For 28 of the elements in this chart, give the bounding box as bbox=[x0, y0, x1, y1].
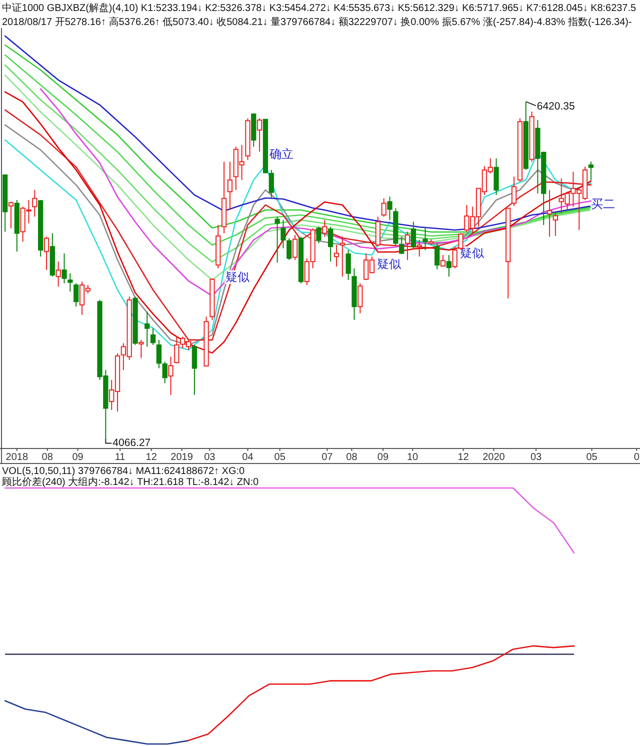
note: 疑似 bbox=[377, 256, 402, 271]
x-tick-label: 08 bbox=[346, 452, 358, 463]
x-tick-label: 07 bbox=[322, 452, 333, 463]
x-tick-label: 10 bbox=[407, 452, 418, 463]
x-tick-label: 2020 bbox=[482, 452, 505, 463]
low-label: 4066.27 bbox=[112, 437, 151, 450]
header-text: 2018/08/17 开5278.16↑ 高5376.26↑ 低5073.40↓ 收5084.21↓ 量379766784↓ 额32229707↓ 换0.00% 振5.67% 涨(-257.84)-4.83% 指数(-126.34)- bbox=[2, 17, 632, 28]
header-text: 顾比价差(240) 大组内:-8.142↓ TH:21.618 TL:-8.142↓ ZN:0 bbox=[2, 477, 259, 488]
x-tick-label: 03 bbox=[530, 452, 542, 463]
x-tick-label: 03 bbox=[204, 452, 216, 463]
note: 买二 bbox=[590, 196, 615, 211]
header-text: 中证1000 GBJXBZ(解盘)(4,10) K1:5233.194↓ K2:5326.378↓ K3:5454.272↓ K4:5535.673↓ K5:5612.329↓ K6:5717.965↓ K7:6128.045↓ K8:6237.5 bbox=[2, 3, 639, 14]
x-tick-label: 09 bbox=[377, 452, 389, 463]
note: 确立 bbox=[270, 147, 294, 162]
x-tick-label: 05 bbox=[586, 452, 598, 463]
x-tick-label: 0 bbox=[634, 452, 640, 463]
note: 疑似 bbox=[460, 246, 484, 260]
x-tick-label: 11 bbox=[114, 452, 126, 463]
x-tick-label: 04 bbox=[242, 452, 254, 463]
x-tick-label: 12 bbox=[458, 452, 469, 463]
x-tick-label: 12 bbox=[146, 452, 157, 463]
x-tick-label: 05 bbox=[274, 452, 286, 463]
x-tick-label: 09 bbox=[72, 452, 84, 463]
high-label: 6420.35 bbox=[536, 100, 575, 113]
x-tick-label: 2018 bbox=[6, 452, 28, 463]
x-tick-label: 08 bbox=[42, 452, 53, 463]
x-tick-label: 2019 bbox=[170, 452, 193, 463]
header-text: VOL(5,10,50,11) 379766784↓ MA11:624188672↑ XG:0 bbox=[2, 466, 245, 477]
